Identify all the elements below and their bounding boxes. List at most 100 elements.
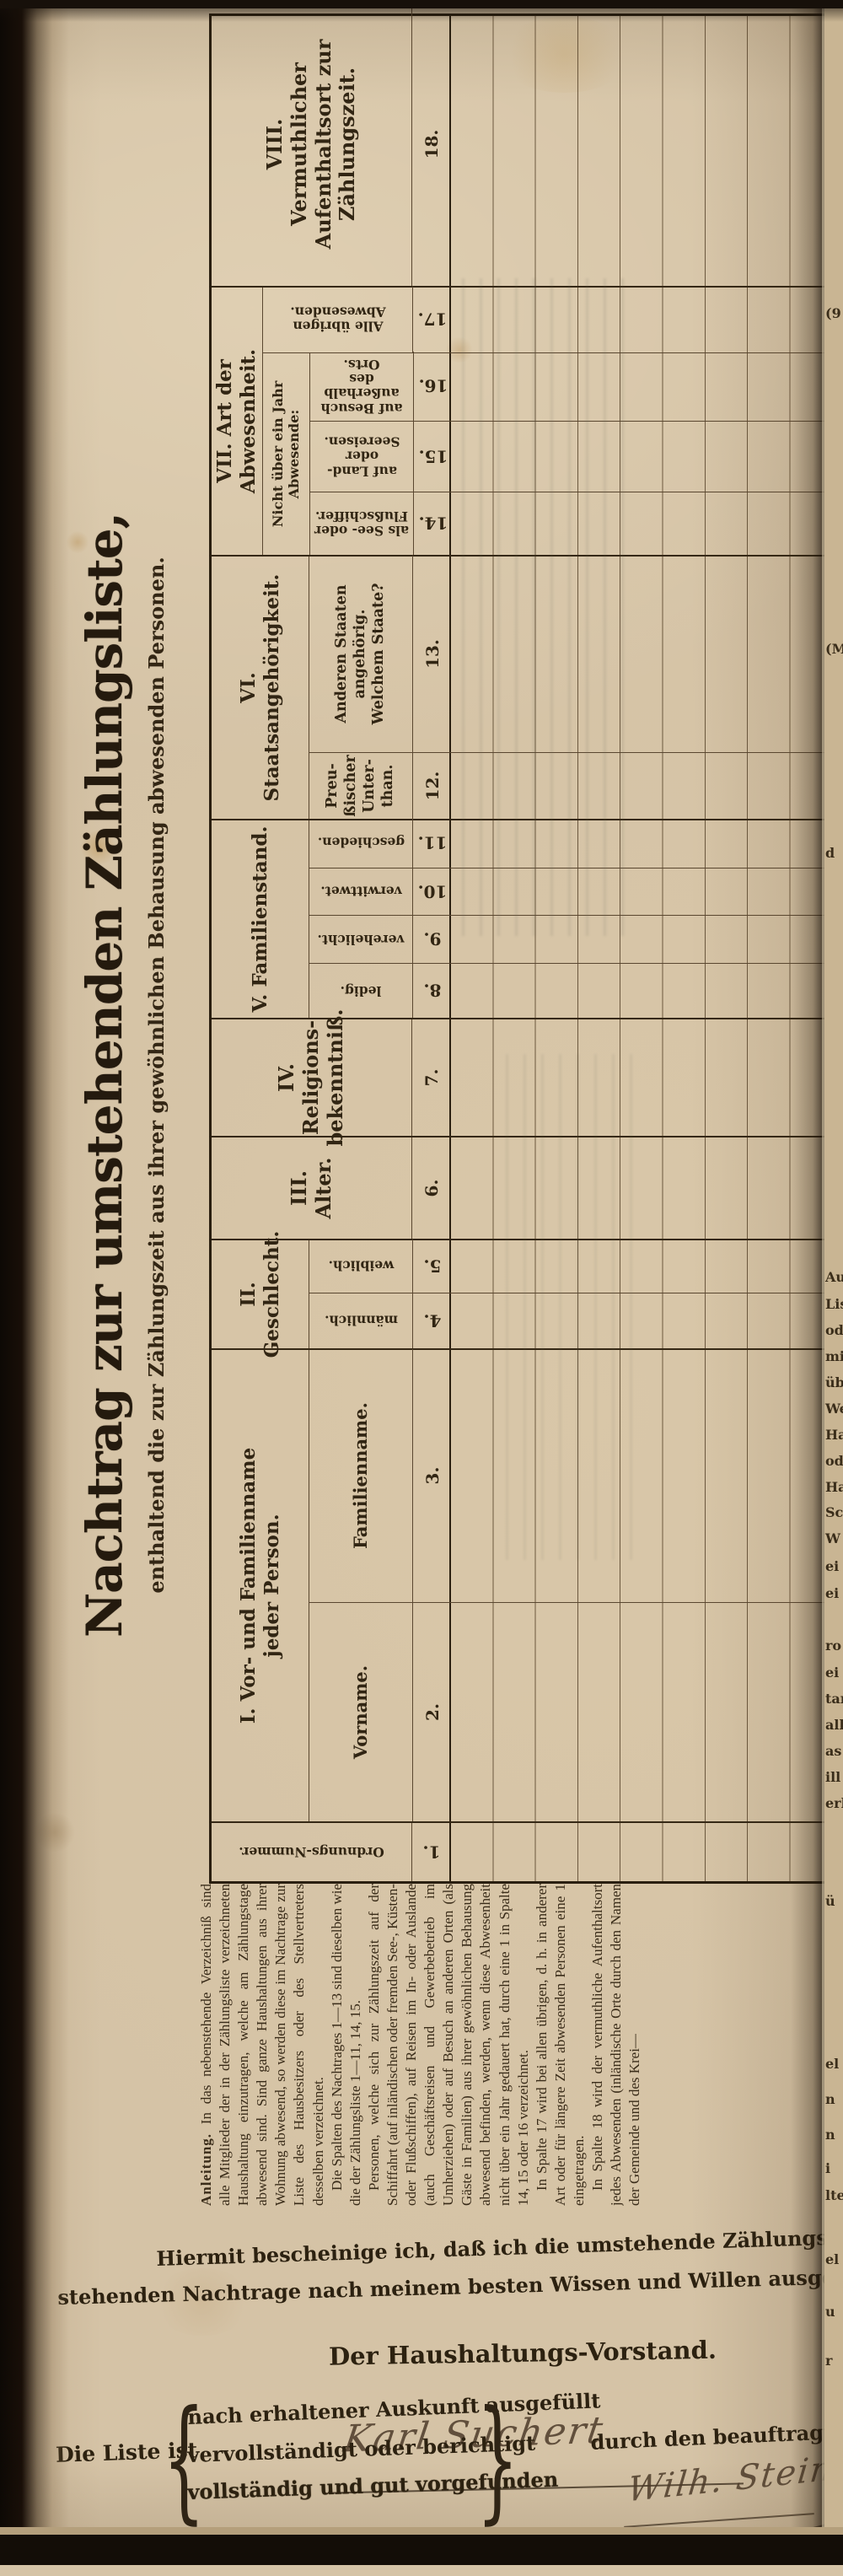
facing-page-text-fragment: d: [825, 845, 835, 861]
page-top-shadow: [0, 8, 843, 22]
entry-cells-area: [451, 869, 831, 915]
entry-cells-area: [451, 753, 831, 819]
column-number-cell: 9.: [413, 916, 451, 963]
column-label-text: männlich.: [324, 1313, 398, 1330]
column-label-text: als See- oder Flußschiffer.: [314, 508, 410, 540]
facing-page-text-fragment: übe: [825, 1374, 843, 1390]
facing-page-text-fragment: (M: [825, 641, 843, 657]
column-header-cell: männlich.: [309, 1293, 413, 1348]
form-subtitle: enthaltend die zur Zählungszeit aus ihre…: [144, 557, 169, 1594]
column-label-text: verwittwet.: [319, 884, 402, 901]
column-header-cell: geschieden.: [309, 818, 413, 868]
column-number: 17.: [417, 309, 447, 331]
table-column: auf Land- oder Seereisen. 15.: [310, 421, 831, 492]
facing-page-text-fragment: ro: [825, 1638, 842, 1654]
facing-page-text-fragment: Ha: [825, 1427, 843, 1443]
column-number-cell: 17.: [413, 287, 451, 352]
entry-cells-area: [450, 1823, 831, 1881]
column-number: 3.: [422, 1466, 443, 1485]
table-column-group: III. Alter. 6.: [212, 1136, 831, 1239]
column-number-cell: 18.: [412, 3, 450, 286]
column-number-cell: 16.: [414, 352, 452, 421]
instructions-heading: Anleitung.: [198, 2124, 214, 2206]
facing-page-text-fragment: ei: [825, 1664, 840, 1681]
group-header-cell: IV. Religions- bekenntniß.: [212, 1008, 412, 1147]
column-number-cell: 15.: [414, 422, 452, 492]
column-number: 6.: [421, 1179, 442, 1197]
column-label-text: Alle übrigen Abwesenden.: [289, 304, 386, 336]
column-label-text: verehelicht.: [317, 931, 405, 948]
book-gutter-shadow: [791, 0, 824, 2565]
entry-cells-area: [451, 964, 831, 1018]
table-column-group: Ordnungs-Nummer. 1.: [212, 1821, 831, 1881]
entry-cells-area: [451, 1240, 831, 1293]
column-number: 1.: [422, 1842, 440, 1863]
column-number: 14.: [418, 514, 448, 535]
column-number-cell: 6.: [412, 1137, 450, 1239]
column-label-text: auf Besuch außerhalb des Orts.: [320, 356, 403, 417]
entry-cells-area: [451, 1603, 831, 1821]
column-number: 4.: [423, 1310, 441, 1331]
column-number-cell: 8.: [413, 964, 451, 1018]
column-number: 9.: [423, 929, 441, 950]
entry-cells-area: [450, 1019, 831, 1136]
facing-page-text-fragment: i: [825, 2160, 831, 2176]
column-header-cell: verehelicht.: [309, 916, 413, 963]
table-column: Anderen Staaten angehörig. Welchem Staat…: [309, 556, 831, 752]
column-number-cell: 12.: [413, 753, 451, 819]
group-columns-row: Ordnungs-Nummer. 1.: [212, 1823, 831, 1881]
column-header-cell: Preu- ßischer Unter- than.: [309, 753, 413, 819]
facing-page-text-fragment: n: [825, 2127, 835, 2143]
instructions-paragraph: Anleitung. In das nebenstehende Verzeich…: [198, 1884, 326, 2206]
facing-page-text-fragment: ü: [825, 1893, 835, 1909]
group-columns-row: 6.: [412, 1137, 831, 1239]
column-label-text: weiblich.: [328, 1258, 394, 1275]
facing-page-text-fragment: Ha: [825, 1479, 843, 1495]
table-column-group: I. Vor- und Familienname jeder Person. Vo…: [212, 1348, 831, 1821]
column-header-cell: verwittwet.: [309, 869, 413, 915]
column-number-cell: 1.: [412, 1823, 450, 1881]
book-binding: [0, 0, 69, 2565]
instructions-paragraph: Die Spalten des Nachtrages 1—13 sind die…: [328, 1884, 363, 2206]
facing-page-text-fragment: ill: [825, 1769, 841, 1785]
table-column: weiblich. 5.: [309, 1240, 831, 1293]
column-label-text: geschieden.: [317, 835, 405, 852]
subgroup-header-cell: Nicht über ein Jahr Abwesende:: [263, 353, 310, 555]
table-column-group: IV. Religions- bekenntniß. 7.: [212, 1008, 831, 1147]
facing-page-text-fragment: We: [825, 1401, 843, 1417]
column-number-cell: 10.: [413, 869, 451, 915]
form-title: Nachtrag zur umstehenden Zählungsliste,: [76, 513, 133, 1638]
group-columns-row: 7.: [412, 1019, 831, 1136]
group-header-cell: V. Familienstand.: [212, 820, 309, 1018]
instructions-block: Anleitung. In das nebenstehende Verzeich…: [197, 1884, 831, 2206]
table-column: verwittwet. 10.: [309, 868, 831, 915]
facing-page-text-fragment: n: [825, 2091, 835, 2107]
table-column-group: II. Geschlecht. männlich. 4. weiblich. 5.: [212, 1231, 831, 1358]
entry-cells-area: [451, 1349, 831, 1602]
page-top-edge: [0, 0, 843, 8]
facing-page-text-fragment: lte: [825, 2187, 843, 2203]
group-header-cell: II. Geschlecht.: [212, 1231, 309, 1358]
column-header-cell: ledig.: [309, 964, 413, 1018]
table-column: 6.: [412, 1137, 831, 1239]
instructions-paragraph: In Spalte 17 wird bei allen übrigen, d. …: [533, 1884, 587, 2206]
column-header-cell: Anderen Staaten angehörig. Welchem Staat…: [309, 556, 413, 752]
column-number: 13.: [422, 639, 443, 669]
table-column-group: VIII. Vermuthlicher Aufenthaltsort zur Z…: [212, 3, 831, 286]
column-number: 10.: [417, 881, 447, 902]
group-columns-row: Preu- ßischer Unter- than. 12. Anderen Sta…: [309, 556, 831, 819]
instructions-paragraph: In Spalte 18 wird der vermuthliche Aufen…: [588, 1884, 643, 2206]
column-number: 12.: [422, 771, 443, 801]
column-label-text: Ordnungs-Nummer.: [239, 1844, 384, 1861]
entry-cells-area: [452, 492, 831, 555]
column-header-cell: Familienname.: [309, 1349, 413, 1602]
group-columns-row: Nicht über ein Jahr Abwesende: als See- o…: [263, 287, 831, 555]
facing-page-text-fragment: ei: [825, 1558, 840, 1574]
column-number: 2.: [422, 1703, 443, 1721]
group-header-cell: VII. Art der Abwesenheit.: [212, 288, 263, 555]
entry-cells-area: [451, 287, 831, 352]
facing-page-text-fragment: Sc: [825, 1504, 843, 1520]
table-column: Familienname. 3.: [309, 1349, 831, 1602]
certification-line-1: Hiermit bescheinige ich, daß ich die ums…: [156, 2218, 843, 2271]
facing-page-text-fragment: tar: [825, 1691, 843, 1707]
